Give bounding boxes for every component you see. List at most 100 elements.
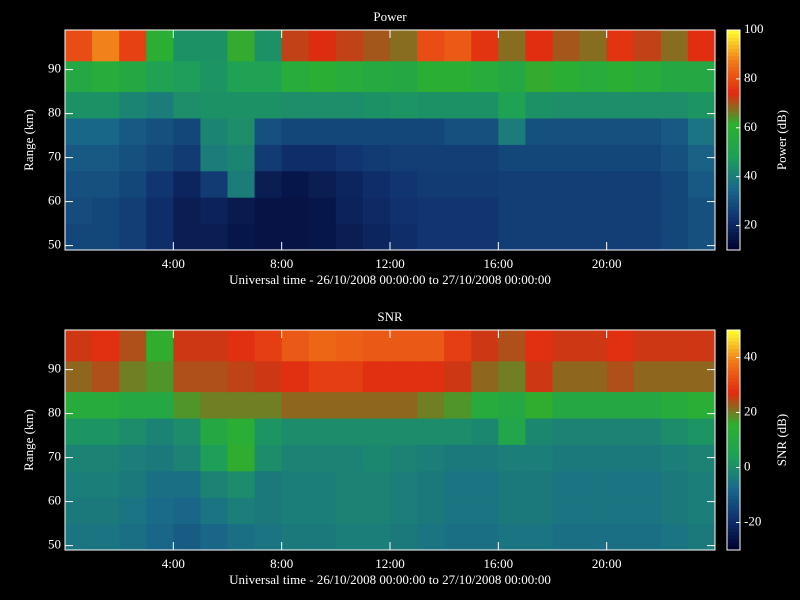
cell (254, 470, 283, 498)
x-tick-label: 20:00 (592, 556, 622, 571)
cell (390, 197, 418, 225)
cell (471, 223, 499, 251)
colorbar-step (727, 407, 740, 412)
cell (552, 497, 581, 525)
cell (119, 91, 147, 119)
cell (335, 197, 364, 225)
cell (417, 418, 445, 445)
cell (200, 197, 228, 225)
colorbar-step (727, 136, 740, 141)
y-axis-label: Range (km) (21, 409, 36, 471)
cell (552, 470, 581, 498)
cell (552, 60, 581, 93)
y-tick-label: 70 (48, 149, 61, 164)
cell (525, 391, 553, 419)
cell (200, 91, 228, 119)
cell (308, 144, 337, 172)
cell (227, 170, 256, 198)
cell (390, 444, 418, 472)
cell (417, 444, 445, 472)
cell (660, 470, 689, 498)
colorbar-step (727, 48, 740, 53)
cell (362, 170, 391, 198)
cell (281, 30, 310, 62)
cell (92, 444, 120, 472)
colorbar-tick-label: 100 (744, 21, 764, 36)
cell (471, 197, 499, 225)
cell (606, 391, 635, 419)
heatmap (65, 30, 716, 251)
cell (227, 91, 256, 119)
cell (92, 30, 120, 62)
cell (65, 60, 93, 93)
cell (633, 330, 662, 362)
cell (687, 418, 716, 445)
cell (119, 523, 147, 551)
colorbar-step (727, 118, 740, 123)
cell (417, 30, 445, 62)
cell (335, 118, 364, 145)
cell (200, 444, 228, 472)
cell (173, 60, 201, 93)
cell (417, 60, 445, 93)
cell (498, 118, 526, 145)
cell (390, 60, 418, 93)
cell (281, 223, 310, 251)
cell (308, 360, 337, 393)
cell (444, 30, 472, 62)
cell (525, 30, 553, 62)
cell (119, 497, 147, 525)
cell (254, 30, 283, 62)
cell (471, 144, 499, 172)
cell (227, 30, 256, 62)
cell (335, 418, 364, 445)
cell (119, 197, 147, 225)
cell (173, 391, 201, 419)
colorbar-label: SNR (dB) (774, 414, 789, 466)
cell (146, 60, 174, 93)
cell (119, 444, 147, 472)
colorbar-step (727, 363, 740, 368)
cell (92, 470, 120, 498)
cell (417, 523, 445, 551)
colorbar-step (727, 147, 740, 152)
cell (660, 60, 689, 93)
cell (687, 470, 716, 498)
cell (444, 91, 472, 119)
cell (579, 60, 608, 93)
cell (633, 91, 662, 119)
colorbar-step (727, 484, 740, 489)
cell (227, 197, 256, 225)
cell (308, 444, 337, 472)
x-axis-label: Universal time - 26/10/2008 00:00:00 to … (229, 272, 551, 287)
colorbar-step (727, 173, 740, 178)
colorbar-step (727, 374, 740, 379)
cell (200, 60, 228, 93)
cell (173, 118, 201, 145)
colorbar-step (727, 217, 740, 222)
cell (200, 470, 228, 498)
cell (335, 170, 364, 198)
colorbar-step (727, 125, 740, 130)
cell (335, 470, 364, 498)
colorbar-step (727, 454, 740, 459)
colorbar-step (727, 491, 740, 496)
cell (633, 197, 662, 225)
colorbar-step (727, 66, 740, 71)
cell (633, 144, 662, 172)
cell (471, 118, 499, 145)
cell (417, 118, 445, 145)
y-axis-label: Range (km) (21, 109, 36, 171)
cell (335, 144, 364, 172)
cell (227, 470, 256, 498)
cell (65, 418, 93, 445)
cell (254, 60, 283, 93)
cell (444, 118, 472, 145)
colorbar-tick-label: 60 (744, 119, 757, 134)
cell (335, 223, 364, 251)
colorbar-step (727, 162, 740, 167)
colorbar-frame (726, 29, 741, 251)
cell (281, 391, 310, 419)
cell (335, 91, 364, 119)
cell (173, 170, 201, 198)
